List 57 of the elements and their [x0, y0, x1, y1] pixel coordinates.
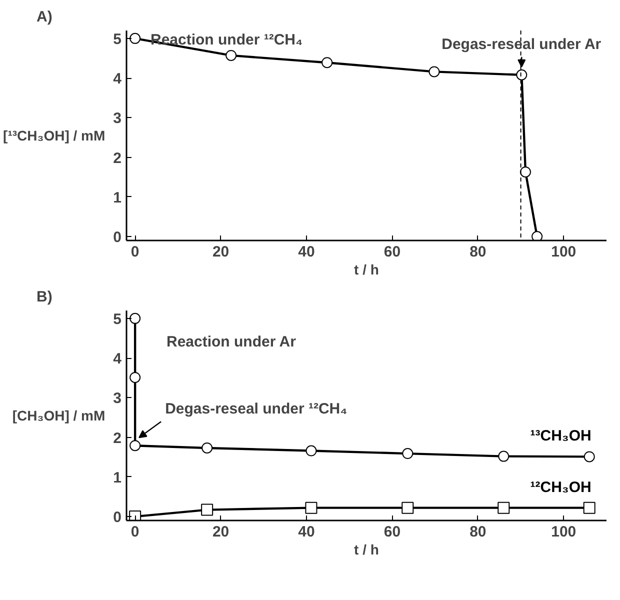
y-tick-label: 3 — [113, 390, 122, 408]
point — [322, 57, 333, 68]
point — [583, 502, 596, 514]
y-tick-label: 5 — [113, 30, 122, 48]
y-tick-label: 1 — [113, 189, 122, 206]
y-tick-label: 2 — [113, 430, 122, 447]
annotation: Degas-reseal under ¹²CH₄ — [165, 400, 348, 418]
x-tick-label: 60 — [384, 524, 401, 540]
point — [516, 69, 528, 80]
annotation: Degas-reseal under Ar — [442, 36, 602, 53]
point — [498, 502, 510, 514]
point — [305, 502, 318, 514]
point — [201, 504, 214, 516]
point — [202, 442, 213, 454]
point — [532, 231, 543, 240]
chart-title: B) — [36, 288, 52, 306]
y-tick-label: 0 — [113, 229, 122, 246]
annotation: Reaction under Ar — [166, 334, 296, 350]
point — [129, 510, 142, 520]
y-tick-label: 2 — [113, 150, 122, 167]
point — [520, 166, 531, 178]
x-tick-label: 80 — [470, 524, 486, 540]
point — [306, 445, 317, 456]
x-tick-label: 40 — [298, 524, 315, 540]
annotation: Reaction under ¹²CH₄ — [150, 32, 303, 48]
x-tick-label: 0 — [130, 524, 140, 540]
x-axis-title: t / h — [354, 262, 379, 278]
y-axis-title: [¹³CH₃OH] / mM — [3, 128, 106, 144]
y-tick-label: 4 — [113, 350, 122, 368]
point — [584, 451, 595, 462]
y-tick-label: 3 — [113, 110, 122, 128]
x-tick-label: 100 — [551, 524, 576, 540]
x-tick-label: 20 — [212, 524, 230, 540]
x-axis-title: t / h — [354, 542, 379, 558]
y-tick-label: 4 — [113, 70, 122, 88]
point — [428, 66, 440, 78]
chart-title: A) — [36, 8, 52, 26]
point — [402, 448, 414, 460]
y-tick-label: 0 — [113, 509, 122, 526]
series-label: ¹²CH₃OH — [530, 478, 592, 496]
x-tick-label: 60 — [384, 244, 401, 260]
x-tick-label: 100 — [551, 244, 576, 260]
x-tick-label: 80 — [470, 244, 486, 260]
point — [402, 502, 414, 514]
series-label: ¹³CH₃OH — [530, 428, 592, 445]
point — [130, 372, 141, 383]
point — [226, 50, 237, 61]
point — [130, 312, 141, 324]
x-tick-label: 0 — [130, 244, 140, 260]
y-tick-label: 5 — [113, 310, 122, 328]
point — [498, 450, 510, 462]
y-axis-title: [CH₃OH] / mM — [12, 408, 106, 424]
x-tick-label: 20 — [212, 244, 230, 260]
x-tick-label: 40 — [298, 244, 315, 260]
point — [130, 32, 141, 44]
point — [130, 440, 141, 452]
y-tick-label: 1 — [113, 469, 122, 486]
